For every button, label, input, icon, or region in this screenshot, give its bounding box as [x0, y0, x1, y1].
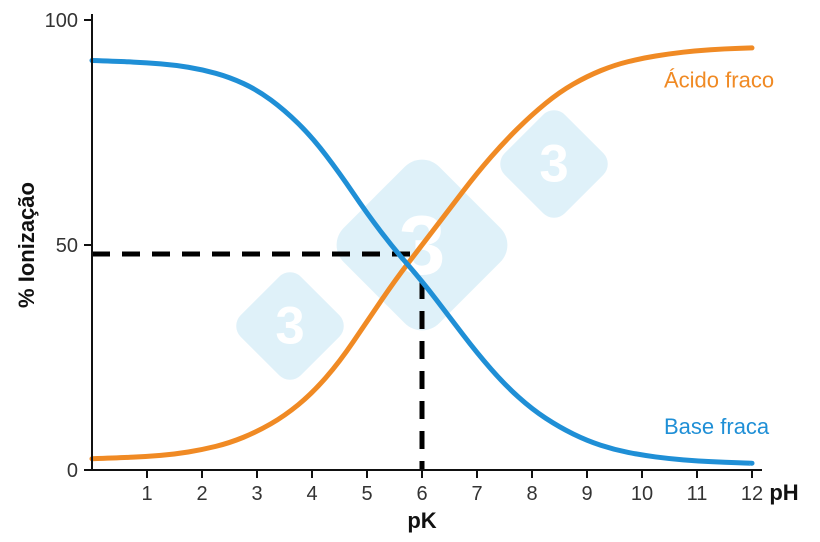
ionization-chart: 333123456789101112050100pHpK% IonizaçãoÁ…	[0, 0, 820, 542]
svg-text:3: 3	[539, 135, 568, 194]
series-label-base: Base fraca	[664, 414, 770, 439]
x-tick-label-9: 9	[581, 483, 592, 505]
svg-text:3: 3	[275, 297, 304, 356]
x-axis-title: pH	[769, 480, 798, 505]
y-axis-title: % Ionização	[14, 182, 39, 308]
pk-label: pK	[407, 508, 436, 533]
x-tick-label-5: 5	[361, 483, 372, 505]
x-tick-label-11: 11	[687, 483, 708, 505]
x-tick-label-7: 7	[471, 483, 482, 505]
x-tick-label-4: 4	[306, 483, 317, 505]
y-tick-label-0: 0	[67, 460, 78, 482]
y-tick-label-100: 100	[45, 10, 78, 32]
chart-container: 333123456789101112050100pHpK% IonizaçãoÁ…	[0, 0, 820, 542]
x-tick-label-1: 1	[141, 483, 152, 505]
x-tick-label-12: 12	[741, 483, 763, 505]
x-tick-label-6: 6	[416, 483, 427, 505]
y-tick-label-50: 50	[56, 235, 78, 257]
x-tick-label-2: 2	[196, 483, 207, 505]
x-tick-label-10: 10	[631, 483, 653, 505]
x-tick-label-3: 3	[251, 483, 262, 505]
x-tick-label-8: 8	[526, 483, 537, 505]
series-label-acid: Ácido fraco	[664, 68, 774, 93]
